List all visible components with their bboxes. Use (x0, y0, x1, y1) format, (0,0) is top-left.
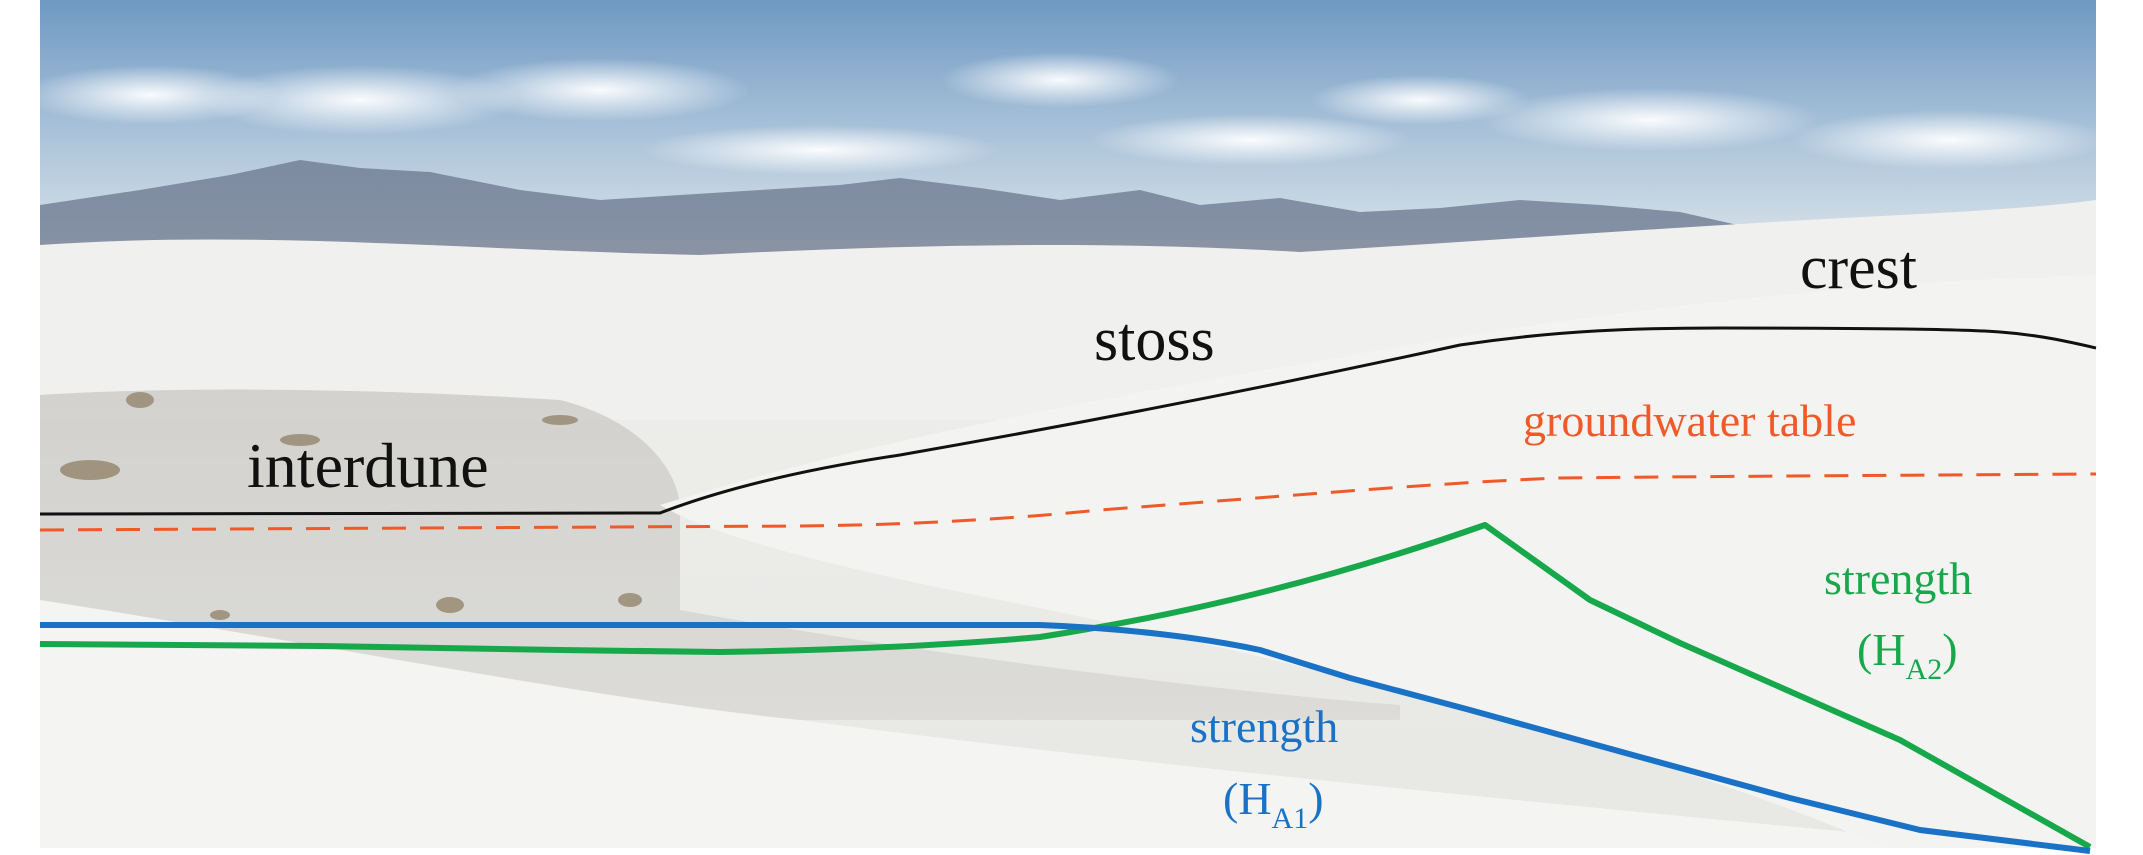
crest-label: crest (1800, 234, 1917, 302)
strength-a2-subscript: A2 (1906, 653, 1943, 686)
mountains (40, 160, 1760, 255)
groundwater-table-label: groundwater table (1523, 395, 1856, 446)
vegetation (60, 392, 642, 620)
strength-a1-line (40, 622, 2091, 854)
groundwater-table-line (39, 472, 2097, 532)
strength-a1-subscript: A1 (1272, 802, 1309, 835)
stoss-label: stoss (1094, 306, 1215, 374)
stoss-dune (660, 275, 2096, 855)
near-dune (40, 600, 2096, 855)
dune-surface-line (39, 326, 2097, 516)
strength-a1-label: strength (1190, 701, 1338, 752)
clouds (20, 52, 2110, 175)
strength-a2-symbol: (HA2) (1857, 624, 1958, 686)
interdune-flat (40, 389, 1400, 720)
interdune-label: interdune (247, 430, 489, 501)
strength-a2-label: strength (1824, 553, 1972, 604)
strength-a1-symbol: (HA1) (1223, 773, 1324, 835)
strength-a2-line (39, 522, 2092, 850)
